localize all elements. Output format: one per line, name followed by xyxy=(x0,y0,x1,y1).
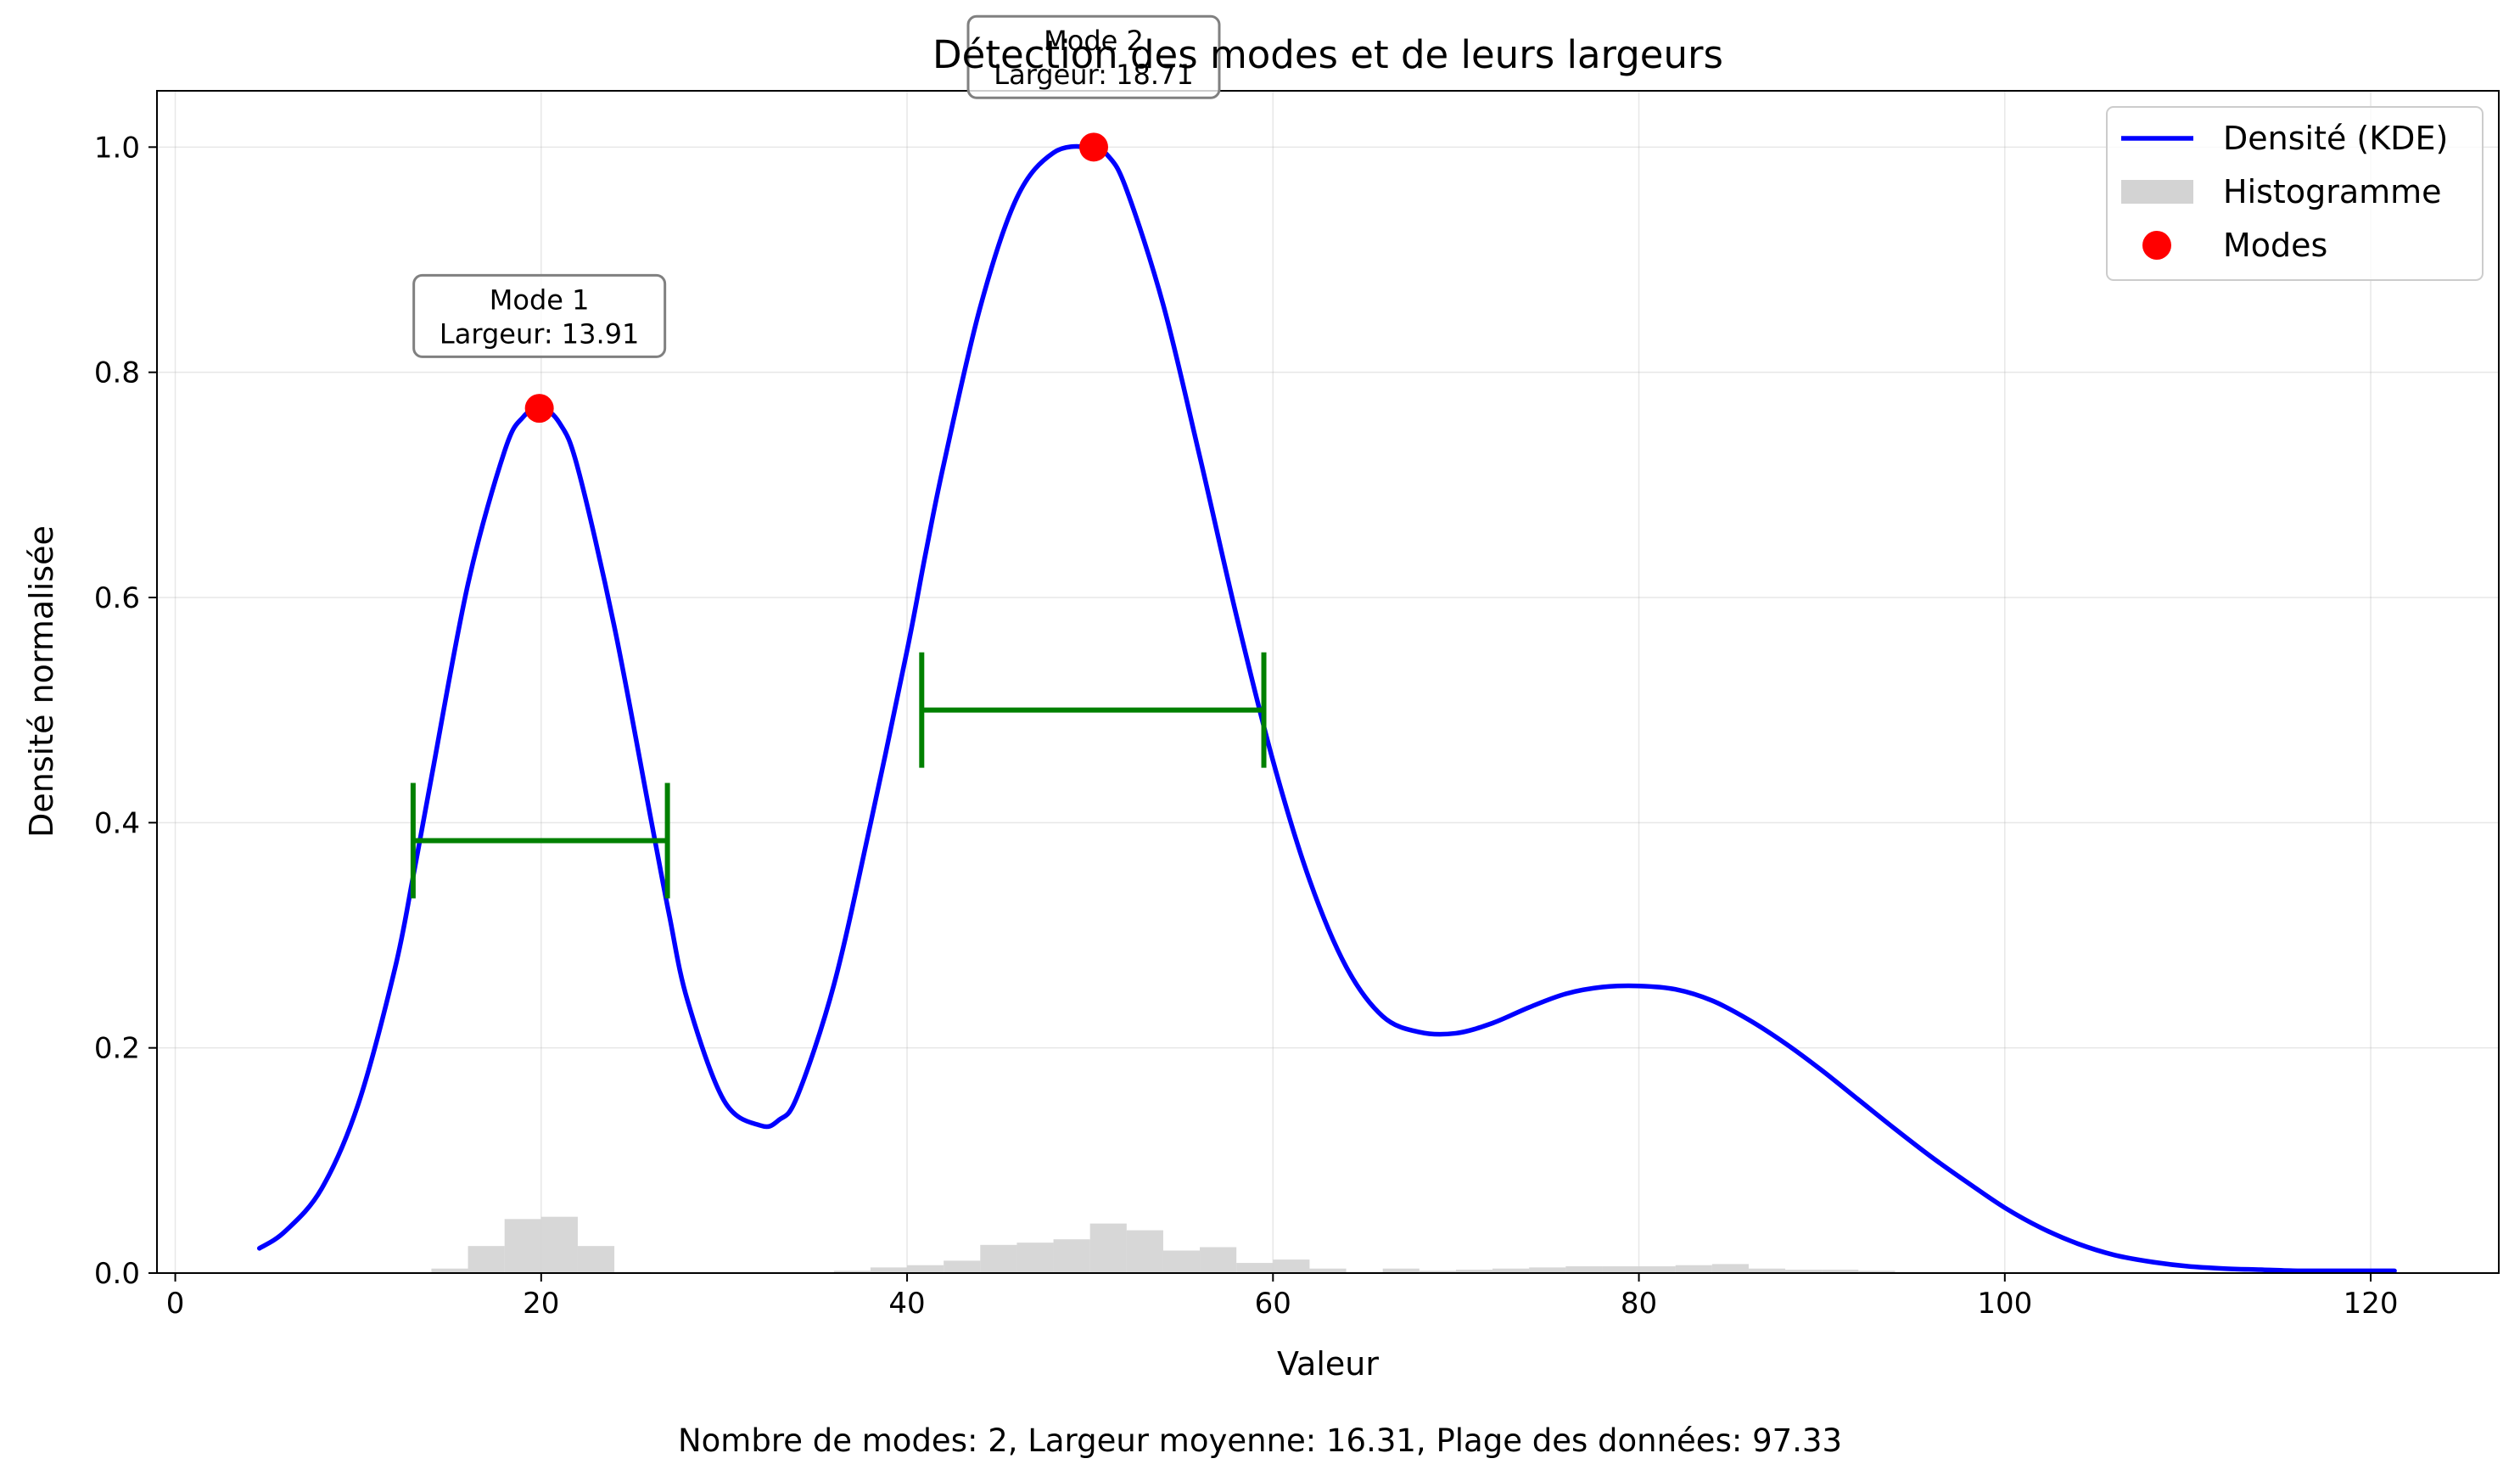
histogram-bars xyxy=(431,1216,2005,1273)
x-tick-label: 20 xyxy=(523,1287,559,1321)
histogram-bar xyxy=(1529,1267,1566,1273)
y-tick-label: 1.0 xyxy=(94,131,140,165)
x-tick-label: 80 xyxy=(1621,1287,1657,1321)
histogram-bar xyxy=(577,1246,615,1273)
histogram-bar xyxy=(833,1271,871,1273)
legend-label: Densité (KDE) xyxy=(2223,120,2448,157)
x-tick-label: 40 xyxy=(888,1287,925,1321)
mode-annotation-box xyxy=(412,273,667,358)
legend-frame xyxy=(2106,106,2484,281)
histogram-bar xyxy=(1785,1270,1823,1273)
x-tick-label: 60 xyxy=(1255,1287,1291,1321)
x-tick-label: 0 xyxy=(166,1287,185,1321)
mode-annotation-width: Largeur: 13.91 xyxy=(440,317,639,350)
histogram-bar xyxy=(1382,1268,1420,1273)
histogram-bar xyxy=(980,1244,1017,1273)
y-tick-label: 0.4 xyxy=(94,806,140,840)
mode-annotation-width: Largeur: 18.71 xyxy=(994,59,1193,91)
histogram-bar xyxy=(870,1267,908,1273)
histogram-bar xyxy=(1162,1250,1201,1273)
x-tick-label: 120 xyxy=(2344,1287,2399,1321)
histogram-bar xyxy=(1309,1268,1347,1273)
histogram-bar xyxy=(504,1219,541,1273)
histogram-bar xyxy=(468,1246,505,1273)
mode-annotation-box xyxy=(966,14,1221,99)
histogram-bar xyxy=(1455,1270,1493,1273)
mode-annotation-label: Mode 2 xyxy=(1044,25,1144,57)
y-tick-label: 0.0 xyxy=(94,1257,140,1291)
legend-label: Histogramme xyxy=(2223,173,2442,210)
histogram-bar xyxy=(1748,1268,1786,1273)
histogram-bar xyxy=(1492,1268,1530,1273)
histogram-bar xyxy=(1419,1271,1456,1273)
histogram-bar xyxy=(1858,1271,1896,1273)
histogram-bar xyxy=(1565,1266,1603,1273)
mode-marker xyxy=(1079,132,1108,162)
legend-patch-swatch xyxy=(2121,180,2193,204)
histogram-bar xyxy=(1016,1243,1054,1273)
mode-marker xyxy=(524,394,554,424)
legend: Densité (KDE) Histogramme Modes xyxy=(2106,106,2484,281)
plot-frame xyxy=(156,90,2500,1274)
histogram-bar xyxy=(431,1268,468,1273)
histogram-bar xyxy=(944,1260,981,1273)
histogram-bar xyxy=(1711,1264,1749,1273)
x-axis-ticks: 0 20 40 60 80 100 120 xyxy=(166,1273,2399,1321)
histogram-bar xyxy=(1089,1223,1127,1273)
legend-label: Modes xyxy=(2223,227,2327,264)
x-axis-label: Valeur xyxy=(1277,1345,1379,1383)
mode-width-bars xyxy=(410,652,1267,899)
histogram-bar xyxy=(1638,1266,1676,1273)
histogram-bar xyxy=(1200,1247,1237,1273)
histogram-bar xyxy=(1126,1230,1163,1273)
histogram-bar xyxy=(1602,1266,1639,1273)
histogram-bar xyxy=(907,1265,944,1273)
chart-title: Détection des modes et de leurs largeurs xyxy=(932,32,1723,77)
histogram-bar xyxy=(1053,1239,1090,1273)
y-tick-label: 0.2 xyxy=(94,1032,140,1066)
histogram-bar xyxy=(1675,1265,1712,1273)
y-tick-label: 0.8 xyxy=(94,356,140,390)
mode-markers xyxy=(524,132,1108,424)
histogram-bar xyxy=(1822,1270,1859,1273)
legend-marker-swatch xyxy=(2142,231,2171,260)
mode-annotation-label: Mode 1 xyxy=(490,283,590,316)
summary-footer: Nombre de modes: 2, Largeur moyenne: 16.… xyxy=(678,1422,1842,1459)
x-tick-label: 100 xyxy=(1977,1287,2032,1321)
y-tick-label: 0.6 xyxy=(94,581,140,615)
y-axis-label: Densité normalisée xyxy=(23,525,60,838)
histogram-bar xyxy=(540,1216,578,1273)
histogram-bar xyxy=(1273,1259,1310,1273)
histogram-bar xyxy=(1236,1263,1274,1273)
y-axis-ticks: 0.0 0.2 0.4 0.6 0.8 1.0 xyxy=(94,131,157,1291)
